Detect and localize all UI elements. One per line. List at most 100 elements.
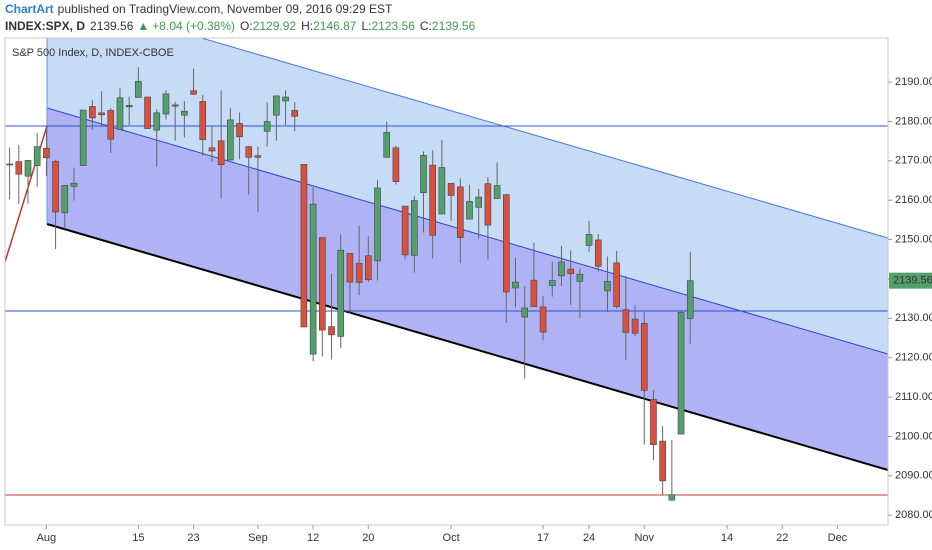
candle-body — [401, 205, 409, 256]
y-tick-label: 2130.00 — [895, 312, 932, 324]
candle-body — [227, 119, 234, 161]
candle-body — [411, 200, 418, 256]
candle-body — [98, 112, 105, 116]
candle-body — [125, 105, 133, 108]
candle-body — [208, 147, 216, 152]
candle-body — [43, 147, 50, 158]
plot-frame — [4, 37, 889, 526]
candle-body — [245, 146, 253, 158]
candle-body — [254, 155, 262, 158]
open-value: 2129.92 — [253, 19, 297, 33]
candle-body — [135, 81, 142, 98]
candle-body — [328, 326, 335, 336]
header-line: ChartArt published on TradingView.com, No… — [5, 2, 393, 16]
candle-body — [300, 164, 308, 328]
candle-body — [263, 121, 271, 132]
close-value: 2139.56 — [432, 19, 476, 33]
candle-body — [631, 318, 639, 334]
candle-body — [429, 164, 437, 236]
candle-body — [640, 323, 648, 391]
y-tick-label: 2180.00 — [895, 115, 932, 127]
candle-body — [15, 161, 23, 175]
chart-title: S&P 500 Index, D, INDEX-CBOE — [12, 47, 174, 59]
candle-body — [659, 440, 666, 482]
candle-body — [521, 307, 528, 318]
candle-body — [153, 112, 161, 131]
candle-body — [217, 140, 225, 166]
candle-body — [190, 90, 197, 95]
candle-body — [282, 96, 289, 102]
candle-body — [622, 309, 630, 333]
author-link[interactable]: ChartArt — [5, 2, 54, 16]
candle-body — [365, 255, 372, 281]
candle-body — [677, 312, 685, 435]
candle-body — [447, 182, 455, 196]
x-tick-label: 17 — [537, 532, 549, 544]
channel-bottom-line — [46, 223, 888, 471]
candles — [6, 67, 694, 501]
open-label: O: — [240, 19, 253, 33]
candle-body — [512, 281, 519, 289]
candle-body — [144, 96, 151, 129]
x-tick-label: 22 — [776, 532, 788, 544]
candle-body — [604, 281, 611, 292]
candle-body — [548, 280, 556, 286]
quote-line: INDEX:SPX, D 2139.56 ▲ +8.04 (+0.38%) O:2129… — [5, 19, 476, 33]
close-label: C: — [420, 19, 432, 33]
candle-body — [309, 203, 317, 355]
candle-body — [319, 237, 326, 331]
x-tick-label: 23 — [187, 532, 199, 544]
y-tick-label: 2150.00 — [895, 233, 932, 245]
low-value: 2123.56 — [372, 19, 416, 33]
candle-body — [236, 123, 243, 138]
x-tick-label: 15 — [132, 532, 144, 544]
candle-body — [668, 494, 676, 501]
candle-body — [530, 279, 538, 307]
y-tick-label: 2090.00 — [895, 470, 932, 482]
candle-body — [585, 234, 593, 246]
candle-body — [493, 185, 501, 199]
high-label: H: — [301, 19, 313, 33]
last-price-label: 2139.56 — [893, 275, 932, 287]
y-tick-label: 2110.00 — [895, 391, 932, 403]
published-text: published on TradingView.com, November 0… — [58, 2, 393, 16]
candle-body — [558, 261, 565, 277]
candle-body — [383, 132, 391, 158]
candle-body — [466, 201, 473, 220]
candle-body — [392, 147, 400, 182]
y-tick-label: 2170.00 — [895, 155, 932, 167]
last-price: 2139.56 — [90, 19, 134, 33]
candle-body — [594, 239, 602, 267]
x-tick-label: Nov — [634, 532, 654, 544]
candle-body — [650, 399, 657, 445]
low-label: L: — [361, 19, 371, 33]
candle-body — [52, 160, 59, 213]
candle-body — [484, 183, 492, 226]
channel-mid-line — [46, 107, 888, 355]
candle-body — [199, 101, 207, 140]
candle-body — [24, 160, 32, 177]
candle-body — [70, 182, 78, 187]
high-value: 2146.87 — [313, 19, 357, 33]
channel-top-line — [199, 38, 888, 239]
candle-body — [475, 196, 482, 208]
x-tick-label: 14 — [721, 532, 733, 544]
candle-body — [33, 146, 41, 166]
x-tick-label: Aug — [37, 532, 57, 544]
candle-body — [61, 184, 69, 214]
candle-body — [539, 306, 547, 333]
change: +8.04 (+0.38%) — [152, 19, 235, 33]
candle-body — [337, 249, 345, 337]
y-tick-label: 2080.00 — [895, 509, 932, 521]
candle-body — [79, 109, 87, 166]
y-tick-label: 2190.00 — [895, 76, 932, 88]
candle-body — [291, 110, 299, 117]
candle-body — [273, 95, 280, 116]
symbol: INDEX:SPX, D — [5, 19, 85, 33]
candle-body — [502, 194, 510, 293]
candle-body — [346, 253, 354, 283]
x-tick-label: 20 — [362, 532, 374, 544]
candle-body — [89, 106, 96, 119]
x-tick-label: Oct — [443, 532, 460, 544]
candle-body — [613, 262, 620, 307]
